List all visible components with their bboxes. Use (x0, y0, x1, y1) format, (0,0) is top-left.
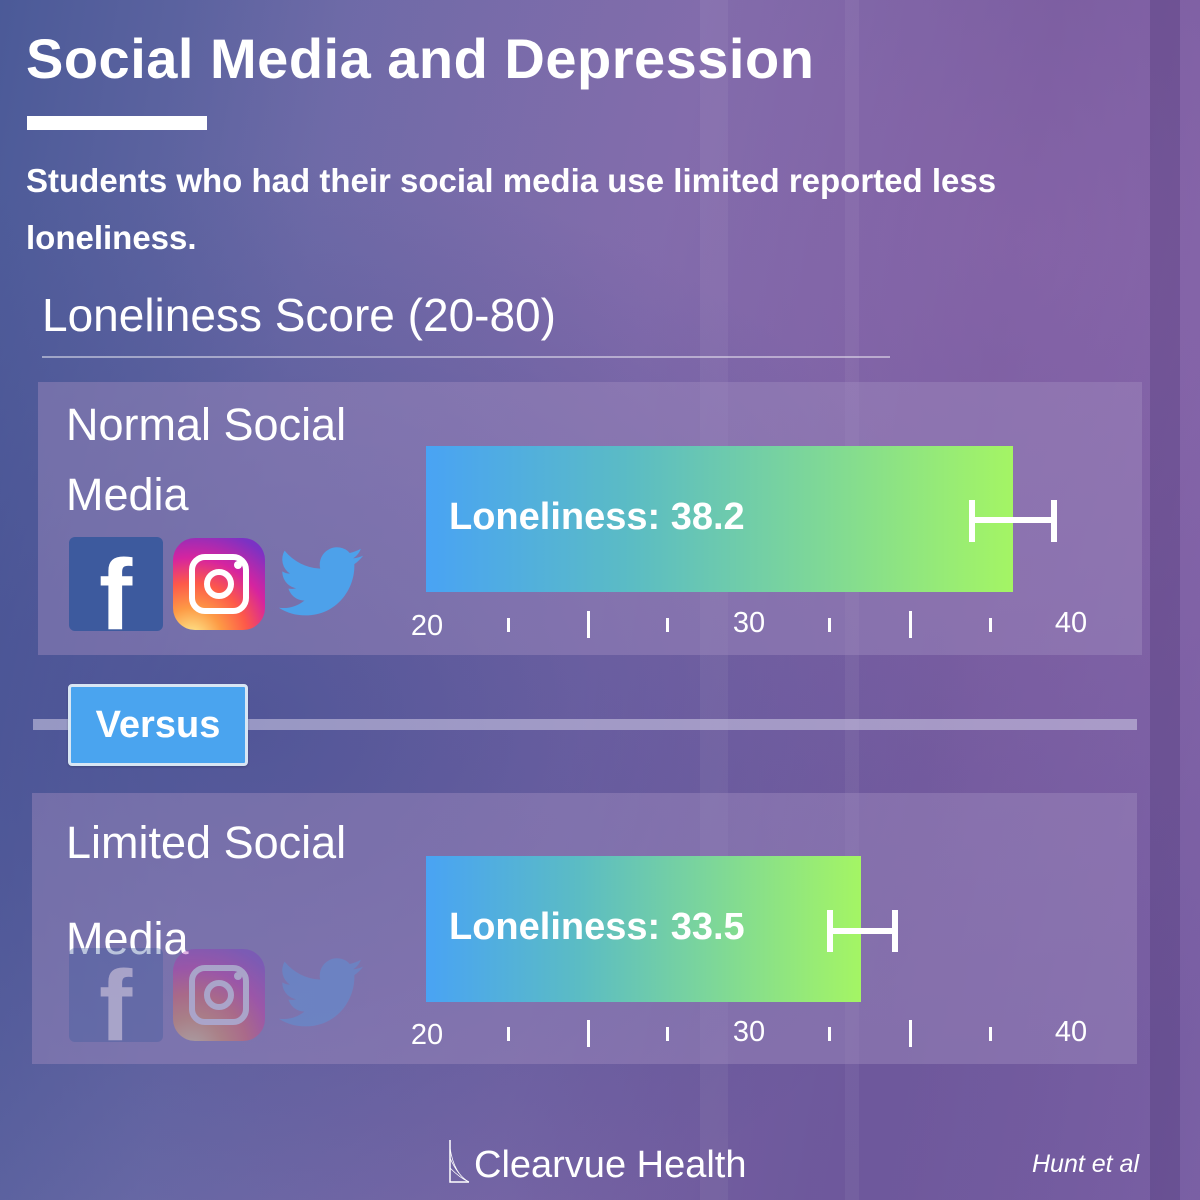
axis-minor-tick (666, 618, 669, 632)
axis-tick-label: 30 (732, 607, 766, 639)
instagram-icon (173, 538, 265, 630)
axis-tick-label: 30 (732, 1016, 766, 1048)
error-bar (971, 517, 1056, 523)
axis-minor-tick (666, 1027, 669, 1041)
error-bar-cap-high (892, 910, 898, 952)
versus-divider (33, 719, 1137, 730)
bar-value-label: Loneliness: 33.5 (449, 906, 745, 948)
axis-major-tick (587, 1020, 590, 1047)
group-label-line2: Media (66, 469, 189, 520)
axis-tick-label: 40 (1054, 607, 1088, 639)
subtitle: Students who had their social media use … (26, 162, 997, 256)
error-bar-cap-high (1051, 500, 1057, 542)
error-bar-cap-low (969, 500, 975, 542)
chart-title: Loneliness Score (20-80) (42, 289, 556, 341)
twitter-icon (278, 958, 364, 1027)
facebook-icon: f (69, 948, 163, 1042)
error-bar (829, 928, 897, 934)
facebook-icon: f (69, 537, 163, 631)
twitter-icon (278, 547, 364, 616)
social-icons-limited: f (69, 948, 367, 1042)
citation: Hunt et al (1032, 1150, 1140, 1178)
group-label-line1: Limited Social (66, 817, 347, 868)
group-label-line1: Normal Social (66, 399, 347, 450)
social-icons-normal: f (69, 537, 367, 631)
title-underline (27, 116, 207, 130)
axis-minor-tick (507, 1027, 510, 1041)
brand-logo: Clearvue Health (448, 1138, 746, 1184)
axis-major-tick (909, 611, 912, 638)
bar-normal-social-media (426, 446, 1013, 592)
axis-minor-tick (828, 1027, 831, 1041)
axis-minor-tick (828, 618, 831, 632)
axis-tick-label: 20 (410, 610, 444, 642)
background-decoration (1150, 0, 1180, 1200)
chart-title-divider (42, 356, 890, 358)
instagram-icon (173, 949, 265, 1041)
bar-limited-social-media (426, 856, 861, 1002)
group-label-line2: Media (66, 913, 189, 964)
versus-badge: Versus (68, 684, 248, 766)
group-label-limited: Limited Social Media (66, 808, 346, 974)
axis-tick-label: 40 (1054, 1016, 1088, 1048)
clearvue-logo-icon (449, 1140, 470, 1183)
brand-name: Clearvue Health (474, 1144, 747, 1186)
error-bar-cap-low (827, 910, 833, 952)
axis-major-tick (909, 1020, 912, 1047)
axis-tick-label: 20 (410, 1019, 444, 1051)
axis-minor-tick (989, 618, 992, 632)
axis-major-tick (587, 611, 590, 638)
group-label-normal: Normal Social Media (66, 390, 346, 530)
axis-minor-tick (507, 618, 510, 632)
axis-minor-tick (989, 1027, 992, 1041)
bar-value-label: Loneliness: 38.2 (449, 496, 745, 538)
page-title: Social Media and Depression (26, 27, 815, 90)
